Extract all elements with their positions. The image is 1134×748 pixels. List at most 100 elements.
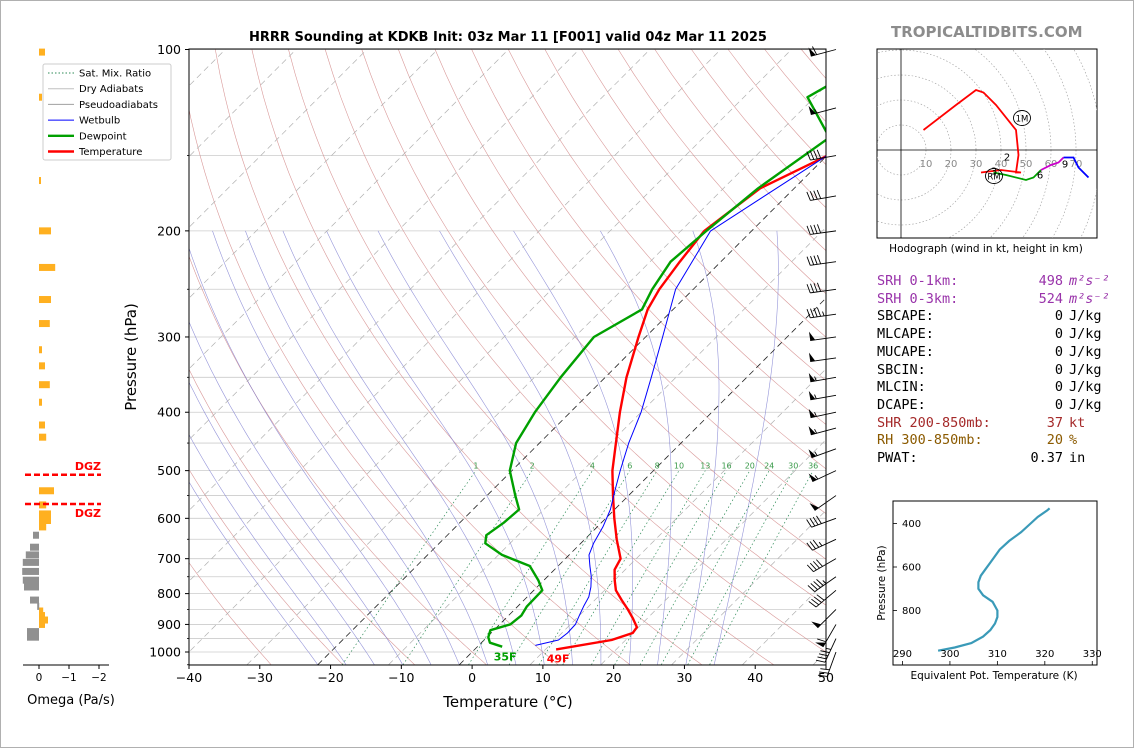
index-label: DCAPE: — [877, 396, 926, 413]
theta-e-x-label: Equivalent Pot. Temperature (K) — [910, 670, 1077, 682]
omega-bar — [39, 346, 42, 354]
omega-bar — [39, 501, 47, 509]
wind-barb — [808, 470, 837, 483]
y-tick-label: 100 — [157, 42, 181, 57]
wind-barb — [808, 408, 837, 419]
y-axis-label: Pressure (hPa) — [122, 303, 140, 411]
legend-entry: Dewpoint — [79, 131, 127, 142]
theta-e-y-label: Pressure (hPa) — [876, 545, 888, 620]
omega-tick-label: −2 — [91, 672, 106, 684]
index-label: SHR 200-850mb: — [877, 414, 991, 431]
index-value: 0 — [1054, 326, 1063, 343]
index-label: SBCIN: — [877, 361, 926, 378]
wind-barb — [808, 105, 837, 116]
index-label: SBCAPE: — [877, 308, 934, 325]
wind-barb — [806, 282, 837, 294]
hodograph-height-label: 9 — [1062, 160, 1068, 171]
omega-bar — [39, 177, 41, 185]
index-row: SHR 200-850mb: 37 kt — [877, 415, 1127, 433]
theta-e-x-tick: 310 — [988, 649, 1007, 660]
mix-ratio-label: 2 — [530, 462, 535, 471]
hodograph-trace — [922, 88, 1022, 174]
omega-bar — [30, 543, 39, 551]
hodograph-ring-label: 30 — [970, 159, 983, 170]
wind-barb — [806, 224, 837, 235]
y-tick-label: 1000 — [149, 645, 181, 660]
plot-frame — [188, 48, 827, 666]
wind-barb — [809, 495, 837, 511]
omega-tick-label: 0 — [36, 672, 43, 684]
index-row: PWAT: 0.37 in — [877, 450, 1127, 468]
index-value: 0.37 — [1030, 450, 1063, 467]
chart-title: HRRR Sounding at KDKB Init: 03z Mar 11 [… — [249, 30, 767, 45]
theta-e-x-tick: 290 — [893, 649, 912, 660]
omega-bar — [39, 517, 51, 525]
x-tick-label: −40 — [176, 670, 202, 685]
theta-e-y-tick: 400 — [902, 519, 921, 530]
svg-text:6: 6 — [1037, 171, 1043, 182]
wind-barb — [808, 391, 837, 401]
wind-barb — [808, 46, 837, 57]
mix-ratio-label: 6 — [627, 462, 632, 471]
index-label: MUCAPE: — [877, 343, 934, 360]
index-label: SRH 0-1km: — [877, 273, 959, 289]
omega-bar — [39, 523, 47, 531]
hodograph-ring-label: 10 — [920, 159, 933, 170]
legend-entry: Temperature — [78, 147, 142, 158]
mix-ratio-label: 24 — [764, 462, 774, 471]
x-tick-label: 30 — [676, 670, 692, 685]
omega-bar — [39, 487, 54, 495]
index-unit: % — [1069, 432, 1078, 449]
omega-bar — [39, 607, 44, 615]
omega-bar — [30, 596, 39, 604]
hodograph-ring-label: 40 — [995, 159, 1008, 170]
omega-bar — [39, 433, 47, 441]
omega-bar — [22, 558, 39, 566]
index-row: DCAPE: 0 J/kg — [877, 397, 1127, 415]
omega-bar — [39, 616, 48, 624]
omega-axis-label: Omega (Pa/s) — [27, 693, 115, 708]
mix-ratio-label: 8 — [655, 462, 660, 471]
index-unit: J/kg — [1069, 326, 1102, 343]
sounding-indices: SRH 0-1km: 498 m²s⁻² SRH 0-3km: 524 m²s⁻² SBCA… — [877, 273, 1127, 468]
svg-text:RM: RM — [987, 173, 1000, 183]
index-row: RH 300-850mb: 20% — [877, 432, 1127, 450]
index-label: PWAT: — [877, 450, 918, 467]
site-watermark: TROPICALTIDBITS.COM — [891, 23, 1083, 41]
legend-entry: Wetbulb — [79, 116, 120, 127]
legend-entry: Pseudoadiabats — [79, 100, 158, 111]
index-value: 0 — [1054, 343, 1063, 360]
omega-bar — [39, 612, 45, 620]
y-tick-label: 200 — [157, 223, 181, 238]
wind-barb — [806, 538, 837, 551]
wind-barb — [815, 638, 837, 663]
wind-barb — [809, 352, 837, 362]
index-label: MLCIN: — [877, 379, 926, 396]
wind-barb — [808, 448, 837, 459]
omega-bar — [39, 227, 51, 235]
theta-e-x-tick: 300 — [940, 649, 959, 660]
wind-barb — [806, 307, 837, 319]
index-unit: J/kg — [1069, 343, 1102, 360]
index-row: SBCAPE: 0 J/kg — [877, 308, 1127, 326]
theta-e-x-tick: 320 — [1035, 649, 1054, 660]
omega-bar — [39, 296, 51, 304]
index-value: 524 — [1038, 290, 1063, 307]
svg-text:9: 9 — [1062, 160, 1068, 171]
theta-e-line — [937, 507, 1051, 652]
wind-barb — [806, 515, 837, 528]
omega-bar — [39, 421, 45, 429]
svg-text:1M: 1M — [1016, 115, 1029, 125]
index-label: RH 300-850mb: — [877, 432, 983, 449]
y-tick-label: 500 — [157, 463, 181, 478]
y-tick-label: 700 — [157, 551, 181, 566]
y-tick-label: 600 — [157, 511, 181, 526]
x-tick-label: −30 — [247, 670, 273, 685]
hodograph-ring-label: 50 — [1020, 159, 1033, 170]
index-value: 0 — [1054, 396, 1063, 413]
index-value: 37 — [1046, 414, 1063, 431]
index-unit: J/kg — [1069, 361, 1102, 378]
wind-barb — [809, 331, 837, 342]
